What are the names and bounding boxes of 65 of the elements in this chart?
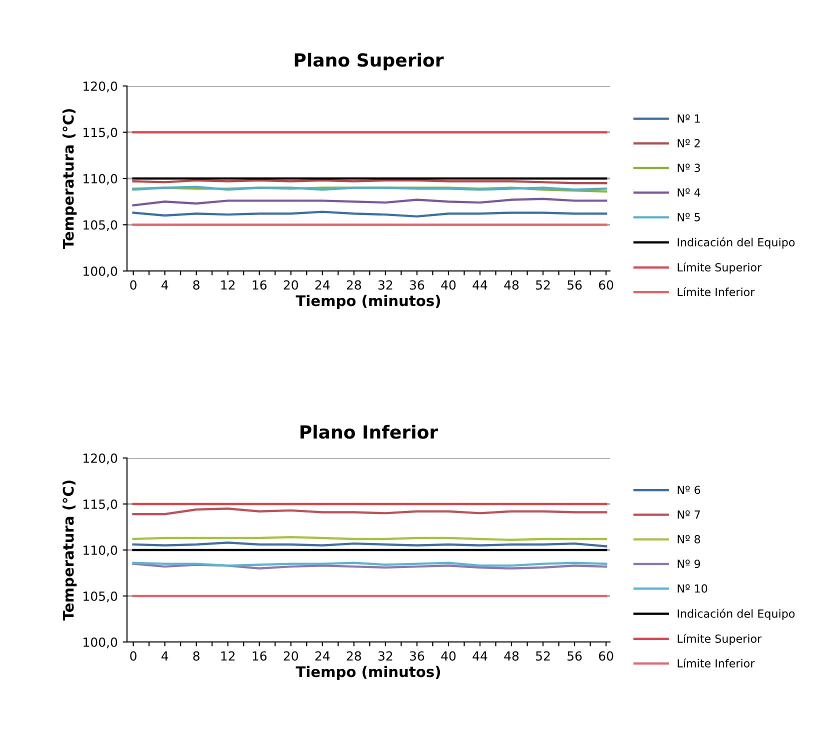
y-tick-label: 100,0 xyxy=(84,266,118,278)
legend-label: Nº 2 xyxy=(678,139,700,148)
x-tick-label: 0 xyxy=(130,651,136,661)
x-tick-label: 16 xyxy=(252,280,267,290)
x-tick-label: 40 xyxy=(441,651,456,661)
x-tick-label: 48 xyxy=(504,651,519,661)
x-tick-label: 60 xyxy=(598,280,614,290)
legend-label: Indicación del Equipo xyxy=(678,237,795,249)
x-tick-label: 8 xyxy=(193,280,200,290)
y-tick-label: 105,0 xyxy=(84,220,118,231)
legend-label: Límite Inferior xyxy=(678,658,755,668)
x-axis-title: Tiempo (minutos) xyxy=(296,294,440,310)
legend-label: Límite Superior xyxy=(678,634,762,646)
x-tick-label: 12 xyxy=(221,651,235,661)
legend-label: Nº 5 xyxy=(678,212,700,222)
x-tick-label: 20 xyxy=(284,651,298,661)
y-tick-label: 115,0 xyxy=(84,128,118,138)
y-axis-title: Temperatura (°C) xyxy=(62,480,77,621)
x-tick-label: 24 xyxy=(315,651,330,661)
x-tick-label: 20 xyxy=(284,280,298,290)
x-tick-label: 12 xyxy=(221,280,235,290)
legend-label: Indicación del Equipo xyxy=(678,608,795,620)
x-tick-label: 36 xyxy=(410,280,424,290)
x-tick-label: 44 xyxy=(472,280,488,290)
y-tick-label: 120,0 xyxy=(84,453,118,464)
legend-label: Límite Superior xyxy=(678,262,762,274)
chart-title: Plano Superior xyxy=(294,52,444,70)
x-tick-label: 56 xyxy=(568,651,582,661)
x-tick-label: 52 xyxy=(536,280,550,290)
y-tick-label: 110,0 xyxy=(84,545,118,556)
chart-title: Plano Inferior xyxy=(300,424,438,439)
x-tick-label: 8 xyxy=(193,651,200,661)
x-tick-label: 32 xyxy=(378,280,392,290)
x-tick-label: 0 xyxy=(130,280,136,290)
x-tick-label: 16 xyxy=(252,651,267,661)
line-series xyxy=(132,198,608,206)
x-tick-label: 28 xyxy=(346,280,362,290)
y-tick-label: 100,0 xyxy=(84,637,118,648)
legend-label: Nº 8 xyxy=(678,535,700,544)
legend-label: Nº 3 xyxy=(678,164,700,172)
x-tick-label: 4 xyxy=(161,651,168,661)
x-axis-title: Tiempo (minutos) xyxy=(296,666,440,680)
x-tick-label: 40 xyxy=(441,280,456,290)
y-tick-label: 115,0 xyxy=(84,499,118,510)
x-tick-label: 44 xyxy=(472,651,488,661)
x-tick-label: 60 xyxy=(598,651,614,661)
x-tick-label: 24 xyxy=(315,280,330,290)
y-tick-label: 105,0 xyxy=(84,591,118,602)
legend-label: Nº 4 xyxy=(678,188,700,197)
y-tick-label: 110,0 xyxy=(84,174,118,185)
x-tick-label: 36 xyxy=(410,651,424,661)
legend-label: Nº 7 xyxy=(678,510,700,519)
legend-label: Nº 10 xyxy=(678,584,708,593)
legend-label: Nº 9 xyxy=(678,560,700,568)
legend-label: Nº 6 xyxy=(678,486,700,494)
legend-label: Límite Inferior xyxy=(678,287,755,296)
y-tick-label: 120,0 xyxy=(84,81,118,92)
x-tick-label: 4 xyxy=(161,280,168,290)
x-tick-label: 28 xyxy=(346,651,362,661)
y-axis-title: Temperatura (°C) xyxy=(62,109,77,250)
x-tick-label: 48 xyxy=(504,280,519,290)
x-tick-label: 52 xyxy=(536,651,550,661)
x-tick-label: 32 xyxy=(378,651,392,661)
x-tick-label: 56 xyxy=(568,280,582,290)
legend-label: Nº 1 xyxy=(678,114,700,123)
